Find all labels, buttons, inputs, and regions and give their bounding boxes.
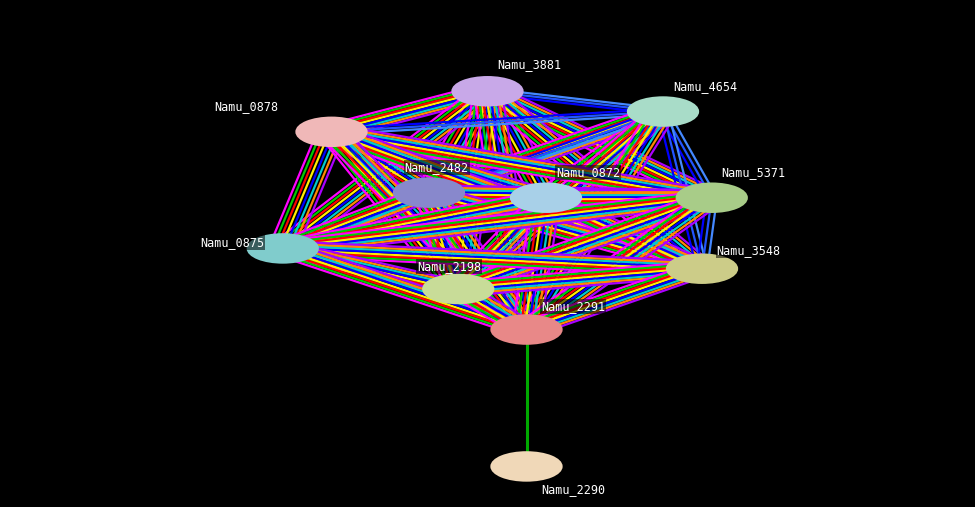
Ellipse shape — [452, 77, 523, 105]
Ellipse shape — [667, 255, 737, 283]
Ellipse shape — [491, 315, 562, 344]
Text: Namu_0878: Namu_0878 — [214, 100, 279, 114]
Text: Namu_2290: Namu_2290 — [541, 483, 605, 496]
Ellipse shape — [423, 275, 493, 303]
Text: Namu_2482: Namu_2482 — [405, 161, 469, 174]
Ellipse shape — [296, 118, 367, 146]
Ellipse shape — [511, 184, 581, 212]
Ellipse shape — [248, 234, 318, 263]
Text: Namu_3881: Namu_3881 — [497, 58, 562, 71]
Text: Namu_0872: Namu_0872 — [556, 166, 620, 179]
Text: Namu_0875: Namu_0875 — [200, 236, 264, 249]
Text: Namu_2198: Namu_2198 — [417, 260, 482, 273]
Ellipse shape — [677, 184, 747, 212]
Text: Namu_3548: Namu_3548 — [717, 244, 781, 258]
Ellipse shape — [628, 97, 698, 126]
Ellipse shape — [491, 452, 562, 481]
Ellipse shape — [394, 178, 464, 207]
Text: Namu_2291: Namu_2291 — [541, 300, 605, 313]
Text: Namu_5371: Namu_5371 — [722, 166, 786, 179]
Text: Namu_4654: Namu_4654 — [673, 80, 737, 93]
